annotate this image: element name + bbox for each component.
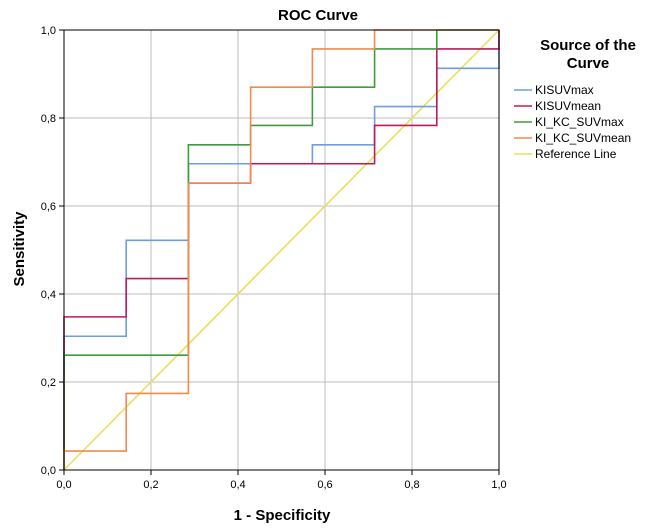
legend-title-line-1: Source of the bbox=[540, 37, 636, 54]
y-tick-label: 0,6 bbox=[41, 201, 56, 213]
series-line-ki-kc-suvmean bbox=[63, 29, 499, 470]
plot-frame bbox=[63, 29, 500, 471]
y-tick-label: 1,0 bbox=[41, 25, 56, 37]
series-layer bbox=[63, 29, 500, 471]
legend: Source of the Curve KISUVmax KISUVmean KI_… bbox=[514, 37, 636, 161]
legend-label: KI_KC_SUVmean bbox=[535, 131, 631, 145]
y-axis-title: Sensitivity bbox=[11, 211, 28, 287]
y-tick-label: 0,8 bbox=[41, 113, 56, 125]
x-tick-label: 0,2 bbox=[143, 479, 158, 491]
x-tick-label: 0,6 bbox=[317, 479, 332, 491]
series-line-reference-line bbox=[63, 29, 500, 471]
legend-label: KISUVmean bbox=[535, 99, 601, 113]
x-tick-label: 1,0 bbox=[491, 479, 506, 491]
x-tick-label: 0,4 bbox=[230, 479, 245, 491]
legend-label: KI_KC_SUVmax bbox=[535, 115, 624, 129]
x-tick-label: 0,8 bbox=[404, 479, 419, 491]
x-axis-title: 1 - Specificity bbox=[234, 507, 331, 524]
y-tick-label: 0,0 bbox=[41, 465, 56, 477]
x-tick-label: 0,0 bbox=[56, 479, 71, 491]
legend-items: KISUVmax KISUVmean KI_KC_SUVmax KI_KC_SUVme… bbox=[514, 83, 631, 161]
y-tick-label: 0,4 bbox=[41, 289, 56, 301]
legend-label: KISUVmax bbox=[535, 83, 594, 97]
legend-label: Reference Line bbox=[535, 147, 617, 161]
y-tick-label: 0,2 bbox=[41, 377, 56, 389]
legend-title-line-2: Curve bbox=[567, 55, 610, 72]
chart-title: ROC Curve bbox=[278, 7, 358, 24]
tick-labels: 0,00,0 0,2 0,2 0,4 0,4 0,6 0,6 0,8 0,8 1,0 1,0 bbox=[41, 25, 507, 491]
